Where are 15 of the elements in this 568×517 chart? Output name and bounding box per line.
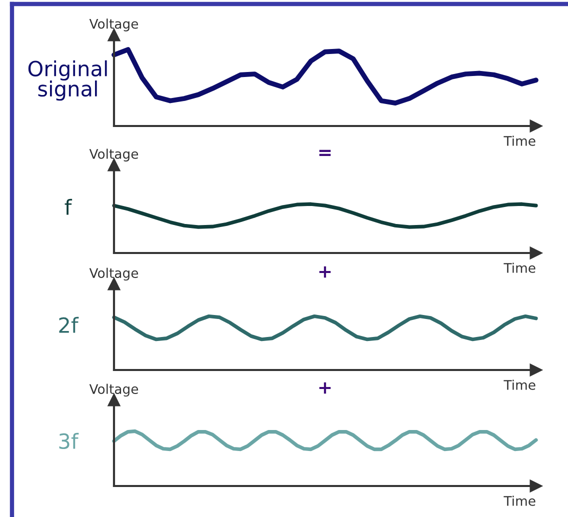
- x-axis-title: Time: [504, 496, 536, 506]
- x-axis-title: Time: [504, 136, 536, 146]
- text: Original signal: [28, 60, 107, 101]
- chart-title: 3f: [59, 432, 79, 450]
- chart-title: f: [64, 198, 72, 215]
- y-axis-title: Voltage: [89, 384, 138, 397]
- y-axis-title: Voltage: [89, 148, 138, 162]
- text: +: [319, 382, 331, 394]
- text: +: [319, 266, 331, 278]
- x-axis-title: Time: [504, 262, 536, 273]
- y-axis-title: Voltage: [89, 268, 138, 281]
- y-axis-title: Voltage: [89, 18, 138, 32]
- x-axis-title: Time: [504, 380, 536, 390]
- chart-title: 2f: [59, 316, 79, 333]
- text: =: [319, 150, 331, 156]
